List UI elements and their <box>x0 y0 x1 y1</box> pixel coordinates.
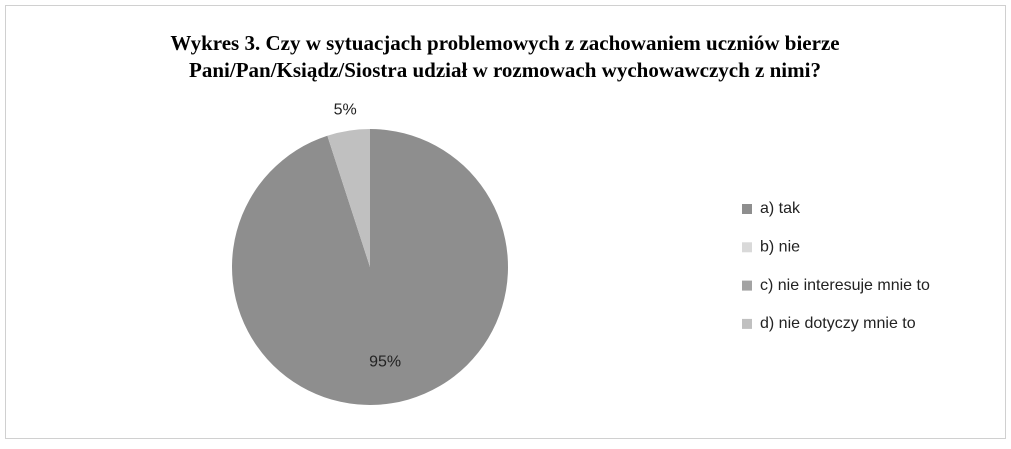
legend-swatch <box>742 280 752 291</box>
chart-border <box>5 5 1006 439</box>
pie-slice <box>327 129 370 267</box>
chart-title: Wykres 3. Czy w sytuacjach problemowych … <box>170 31 839 55</box>
legend-label: c) nie interesuje mnie to <box>760 277 930 294</box>
legend-swatch <box>742 242 752 253</box>
data-label: 95% <box>369 354 401 371</box>
legend-swatch <box>742 318 752 329</box>
legend-swatch <box>742 204 752 214</box>
legend-label: d) nie dotyczy mnie to <box>760 315 916 332</box>
data-label: 5% <box>334 101 357 118</box>
legend-label: b) nie <box>760 239 800 256</box>
chart-title: Pani/Pan/Ksiądz/Siostra udział w rozmowa… <box>189 58 821 82</box>
legend-label: a) tak <box>760 200 801 217</box>
